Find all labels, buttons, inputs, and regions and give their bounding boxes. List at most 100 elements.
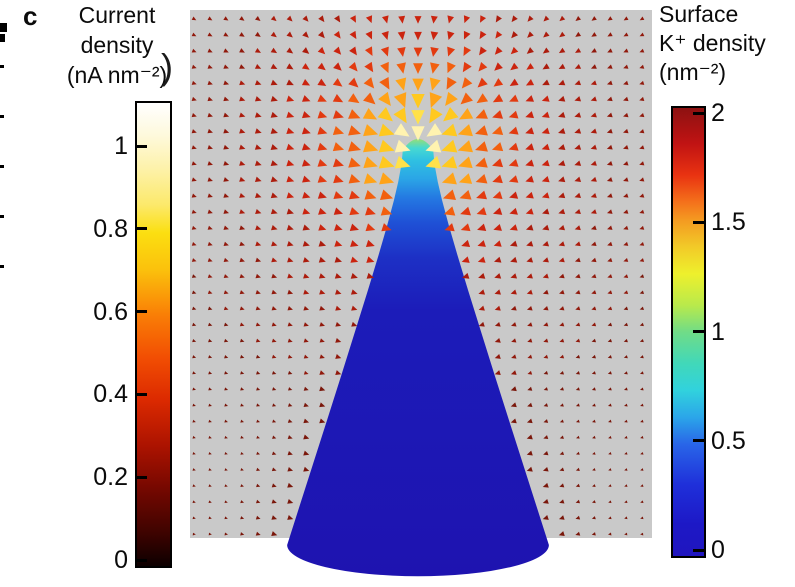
- current-density-arrow: [575, 387, 580, 391]
- current-density-arrow: [590, 144, 597, 150]
- current-density-arrow: [287, 257, 294, 263]
- current-density-arrow: [607, 225, 613, 230]
- current-density-arrow: [460, 206, 471, 216]
- current-density-arrow: [350, 289, 358, 295]
- current-density-arrow: [479, 30, 487, 40]
- current-density-arrow: [302, 224, 311, 231]
- current-density-arrow: [240, 484, 244, 487]
- current-density-arrow: [575, 515, 581, 520]
- current-density-arrow: [623, 209, 629, 214]
- current-density-arrow: [255, 306, 261, 311]
- current-density-arrow: [191, 129, 197, 134]
- current-density-arrow: [317, 94, 327, 102]
- current-density-arrow: [191, 32, 197, 37]
- current-density-arrow: [256, 451, 261, 455]
- current-density-arrow: [191, 64, 197, 69]
- current-density-arrow: [542, 482, 549, 488]
- current-density-arrow: [608, 452, 612, 455]
- current-density-arrow: [223, 16, 229, 21]
- current-density-arrow: [623, 306, 629, 311]
- current-density-arrow: [303, 273, 310, 279]
- current-density-arrow: [286, 15, 293, 22]
- current-density-arrow: [287, 515, 294, 520]
- current-density-colorbar-tick: [137, 392, 147, 396]
- current-density-arrow: [511, 31, 519, 39]
- current-density-arrow: [319, 305, 326, 311]
- current-density-arrow: [574, 208, 581, 215]
- current-density-arrow: [639, 16, 645, 21]
- current-density-arrow: [334, 223, 343, 231]
- current-density-arrow: [224, 354, 229, 359]
- current-density-arrow: [271, 273, 278, 279]
- current-density-arrow: [559, 289, 565, 295]
- current-density-arrow: [591, 290, 597, 295]
- current-density-arrow: [429, 77, 441, 91]
- current-density-arrow: [478, 321, 485, 327]
- current-density-arrow: [639, 145, 645, 150]
- current-density-arrow: [223, 290, 229, 295]
- current-density-arrow: [239, 257, 245, 263]
- current-density-arrow: [239, 80, 246, 86]
- current-density-arrow: [606, 80, 613, 86]
- current-density-arrow: [607, 16, 613, 21]
- current-density-arrow: [558, 273, 565, 279]
- current-density-arrow: [271, 531, 278, 536]
- current-density-arrow: [492, 110, 504, 119]
- current-density-arrow: [270, 111, 278, 118]
- current-density-arrow: [457, 124, 473, 137]
- current-density-arrow: [591, 354, 596, 359]
- current-density-arrow: [493, 240, 502, 247]
- current-density-arrow: [287, 419, 293, 423]
- current-density-arrow: [558, 160, 566, 167]
- current-density-arrow: [208, 403, 212, 407]
- current-density-arrow: [430, 46, 439, 57]
- current-density-arrow: [640, 387, 644, 391]
- current-density-colorbar-tick-label: 1: [114, 132, 128, 160]
- current-density-colorbar-tick-label: 0.2: [93, 463, 128, 492]
- current-density-arrow: [288, 387, 293, 391]
- current-density-arrow: [494, 256, 502, 263]
- current-density-arrow: [623, 112, 629, 118]
- current-density-arrow: [639, 161, 645, 166]
- crop-artifact-mark: [0, 23, 7, 32]
- current-density-arrow: [350, 272, 358, 279]
- current-density-arrow: [224, 532, 228, 536]
- right-colorbar-title-line3: (nm⁻²): [659, 59, 727, 85]
- current-density-arrow: [476, 207, 487, 216]
- current-density-arrow: [286, 176, 295, 183]
- current-density-arrows: [191, 15, 645, 536]
- current-density-arrow: [208, 435, 212, 439]
- current-density-arrow: [270, 95, 278, 102]
- current-density-arrow: [639, 338, 644, 343]
- current-density-arrow: [348, 141, 361, 152]
- current-density-arrow: [271, 451, 277, 455]
- current-density-arrow: [526, 434, 533, 440]
- current-density-arrow: [270, 47, 278, 54]
- current-density-arrow: [462, 61, 472, 73]
- current-density-arrow: [287, 338, 293, 343]
- current-density-arrow: [541, 127, 550, 135]
- current-density-colorbar: [135, 101, 172, 568]
- current-density-arrow: [254, 31, 261, 37]
- current-density-arrow: [363, 140, 379, 153]
- current-density-arrow: [494, 289, 501, 295]
- current-density-arrow: [527, 338, 533, 343]
- current-density-arrow: [458, 156, 473, 169]
- current-density-arrow: [475, 174, 488, 184]
- current-density-arrow: [192, 322, 197, 327]
- current-density-arrow: [287, 306, 293, 311]
- current-density-arrow: [348, 125, 361, 136]
- current-density-arrow: [333, 191, 344, 200]
- current-density-arrow: [271, 241, 278, 247]
- current-density-arrow: [590, 193, 597, 198]
- current-density-arrow: [414, 16, 422, 24]
- current-density-arrow: [395, 77, 407, 91]
- current-density-arrow: [541, 95, 550, 102]
- current-density-arrow: [508, 126, 519, 135]
- current-density-arrow: [335, 305, 342, 311]
- current-density-arrow: [348, 174, 361, 184]
- current-density-arrow: [493, 78, 504, 87]
- current-density-arrow: [286, 47, 294, 54]
- current-density-arrow: [192, 387, 196, 391]
- current-density-arrow: [351, 305, 358, 311]
